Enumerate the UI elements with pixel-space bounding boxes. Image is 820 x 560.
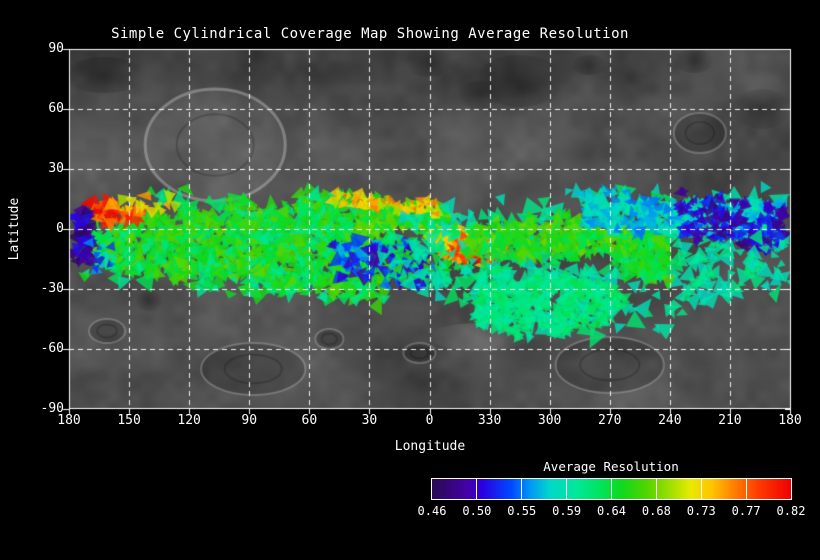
y-tick-label: 0 (56, 221, 64, 236)
colorbar-tick-label: 0.55 (507, 504, 537, 518)
colorbar-tick-label: 0.77 (731, 504, 761, 518)
x-tick-label: 240 (658, 413, 682, 428)
x-tick-label: 270 (598, 413, 622, 428)
y-tick-label: -30 (40, 281, 64, 296)
colorbar-divider (745, 479, 747, 499)
x-tick-label: 90 (241, 413, 258, 428)
x-tick-label: 300 (537, 413, 562, 428)
x-tick-label: 60 (301, 413, 318, 428)
colorbar-tick-label: 0.73 (686, 504, 716, 518)
colorbar (431, 478, 792, 500)
y-tick-label: -90 (40, 401, 64, 416)
colorbar-divider (700, 479, 702, 499)
chart-title: Simple Cylindrical Coverage Map Showing … (111, 26, 629, 42)
x-tick-label: 210 (718, 413, 742, 428)
x-tick-label: 180 (57, 413, 81, 428)
colorbar-tick-label: 0.82 (776, 504, 806, 518)
x-axis-label: Longitude (394, 439, 466, 454)
colorbar-divider (566, 479, 568, 499)
x-tick-label: 120 (177, 413, 201, 428)
y-tick-label: 90 (48, 41, 64, 56)
x-tick-label: 150 (117, 413, 141, 428)
x-tick-label: 330 (477, 413, 502, 428)
y-tick-label: 30 (48, 161, 64, 176)
colorbar-tick-label: 0.46 (417, 504, 447, 518)
x-tick-label: 180 (778, 413, 802, 428)
colorbar-divider (521, 479, 523, 499)
colorbar-tick-label: 0.59 (552, 504, 582, 518)
colorbar-tick-label: 0.64 (597, 504, 626, 518)
x-tick-label: 30 (361, 413, 378, 428)
colorbar-tick-label: 0.50 (462, 504, 492, 518)
colorbar-tick-label: 0.68 (641, 504, 671, 518)
colorbar-title: Average Resolution (543, 459, 679, 474)
colorbar-divider (655, 479, 657, 499)
y-tick-label: -60 (40, 341, 64, 356)
y-tick-label: 60 (48, 101, 64, 116)
colorbar-divider (476, 479, 478, 499)
colorbar-divider (611, 479, 612, 499)
x-tick-label: 0 (425, 413, 434, 428)
